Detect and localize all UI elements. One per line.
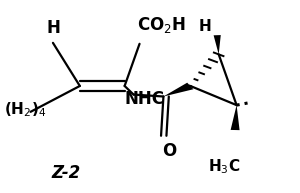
Polygon shape [231, 105, 240, 130]
Text: O: O [162, 142, 176, 160]
Text: H: H [199, 19, 211, 34]
Text: NHC: NHC [124, 90, 165, 108]
Text: Z-2: Z-2 [52, 164, 81, 182]
Polygon shape [164, 83, 194, 96]
Text: CO$_2$H: CO$_2$H [136, 15, 185, 35]
Text: (H$_2$)$_4$: (H$_2$)$_4$ [4, 101, 46, 119]
Polygon shape [214, 35, 221, 54]
Text: H$_3$C: H$_3$C [208, 157, 241, 176]
Text: H: H [46, 19, 60, 37]
